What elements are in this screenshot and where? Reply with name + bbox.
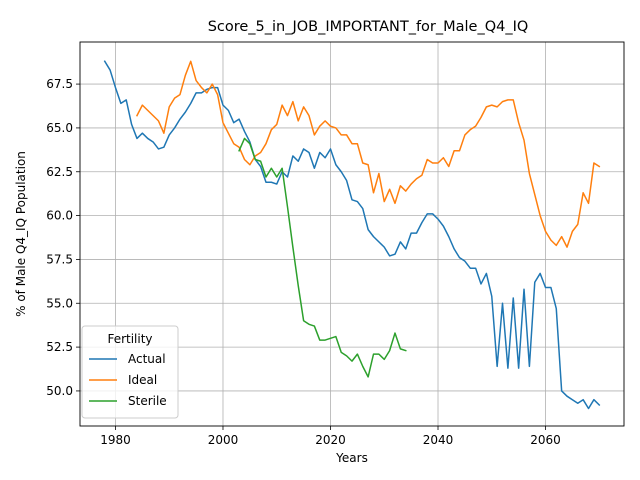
y-tick-label: 55.0 bbox=[46, 296, 73, 310]
y-tick-label: 67.5 bbox=[46, 77, 73, 91]
x-tick-label: 2020 bbox=[315, 433, 346, 447]
legend-label-actual: Actual bbox=[128, 352, 166, 366]
x-tick-label: 2000 bbox=[208, 433, 239, 447]
series-line-ideal bbox=[135, 60, 601, 248]
x-tick-label: 1980 bbox=[100, 433, 131, 447]
x-axis-ticks: 1980 2000 2020 2040 2060 bbox=[100, 426, 561, 447]
y-axis-label: % of Male Q4_IQ Population bbox=[14, 151, 28, 317]
x-axis-label: Years bbox=[335, 451, 368, 465]
y-tick-label: 57.5 bbox=[46, 252, 73, 266]
y-tick-label: 52.5 bbox=[46, 340, 73, 354]
y-axis-ticks: 50.0 52.5 55.0 57.5 60.0 62.5 65.0 67.5 bbox=[46, 77, 80, 398]
grid-lines bbox=[80, 42, 624, 426]
y-tick-label: 62.5 bbox=[46, 165, 73, 179]
axes-frame bbox=[79, 41, 625, 427]
legend-label-sterile: Sterile bbox=[128, 394, 167, 408]
x-tick-label: 2040 bbox=[423, 433, 454, 447]
legend-title: Fertility bbox=[107, 332, 152, 346]
y-tick-label: 50.0 bbox=[46, 384, 73, 398]
y-tick-label: 60.0 bbox=[46, 209, 73, 223]
x-tick-label: 2060 bbox=[530, 433, 561, 447]
series-line-sterile bbox=[238, 137, 407, 378]
series-line-actual bbox=[103, 60, 601, 410]
legend-box bbox=[81, 325, 179, 419]
legend: Fertility Actual Ideal Sterile bbox=[81, 325, 179, 419]
plot-area bbox=[103, 60, 601, 410]
legend-label-ideal: Ideal bbox=[128, 373, 157, 387]
y-tick-label: 65.0 bbox=[46, 121, 73, 135]
chart-title: Score_5_in_JOB_IMPORTANT_for_Male_Q4_IQ bbox=[208, 19, 529, 35]
